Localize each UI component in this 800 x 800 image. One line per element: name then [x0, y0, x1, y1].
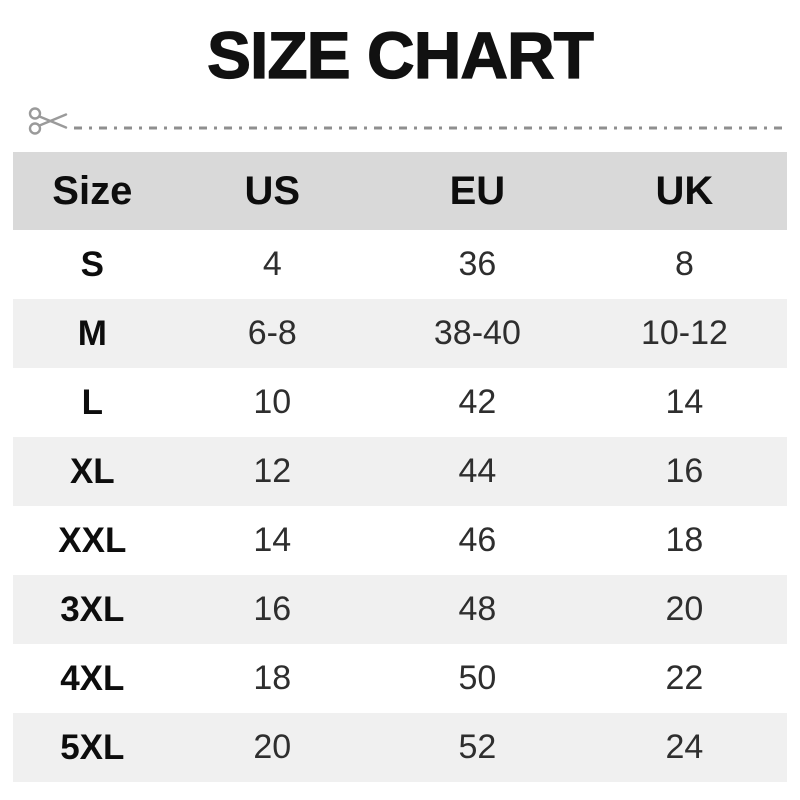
dashed-cut-rule: [74, 118, 788, 130]
cell-uk: 22: [665, 659, 704, 697]
cell-uk: 24: [665, 728, 704, 766]
header-cell-eu: EU: [372, 152, 582, 230]
table-row: S 4 36 8: [13, 230, 787, 299]
table-row: XXL 14 46 18: [13, 506, 787, 575]
cell-eu: 36: [458, 245, 497, 283]
cell-size: L: [81, 382, 104, 422]
cell-us: 6-8: [247, 314, 297, 352]
cell-uk: 20: [665, 590, 704, 628]
table-row: XL 12 44 16: [13, 437, 787, 506]
cell-eu: 50: [458, 659, 497, 697]
cell-size: 4XL: [60, 658, 125, 698]
table-row: 4XL 18 50 22: [13, 644, 787, 713]
table-row: M 6-8 38-40 10-12: [13, 299, 787, 368]
cell-uk: 10-12: [640, 314, 728, 352]
cell-size: XL: [69, 451, 115, 491]
header-cell-uk: UK: [581, 152, 787, 230]
header-cell-us: US: [171, 152, 373, 230]
cell-uk: 8: [674, 245, 694, 283]
cell-eu: 52: [458, 728, 497, 766]
cell-us: 12: [253, 452, 292, 490]
header-row: Size US EU UK: [13, 152, 787, 230]
cell-eu: 42: [458, 383, 497, 421]
cell-eu: 44: [458, 452, 497, 490]
cut-line: [28, 104, 788, 138]
cell-size: S: [80, 244, 104, 284]
cell-uk: 18: [665, 521, 704, 559]
table-row: L 10 42 14: [13, 368, 787, 437]
cell-uk: 14: [665, 383, 704, 421]
cell-eu: 48: [458, 590, 497, 628]
cell-size: 3XL: [60, 589, 125, 629]
cell-size: M: [77, 313, 107, 353]
cell-us: 18: [253, 659, 292, 697]
cell-us: 10: [253, 383, 292, 421]
cell-uk: 16: [665, 452, 704, 490]
table-row: 3XL 16 48 20: [13, 575, 787, 644]
cell-us: 4: [262, 245, 282, 283]
table-row: 5XL 20 52 24: [13, 713, 787, 782]
cell-us: 16: [253, 590, 292, 628]
cell-size: XXL: [58, 520, 127, 560]
page-title: SIZE CHART: [206, 18, 594, 92]
cell-eu: 38-40: [433, 314, 521, 352]
header-cell-size: Size: [13, 152, 172, 230]
cell-us: 20: [253, 728, 292, 766]
size-chart-table-container: Size US EU UK S 4 36 8 M 6-8 38-40 10-12: [13, 152, 787, 782]
scissors-icon: [28, 104, 70, 138]
cell-us: 14: [253, 521, 292, 559]
size-chart-table: Size US EU UK S 4 36 8 M 6-8 38-40 10-12: [13, 152, 787, 782]
cell-size: 5XL: [60, 727, 125, 767]
cell-eu: 46: [458, 521, 497, 559]
